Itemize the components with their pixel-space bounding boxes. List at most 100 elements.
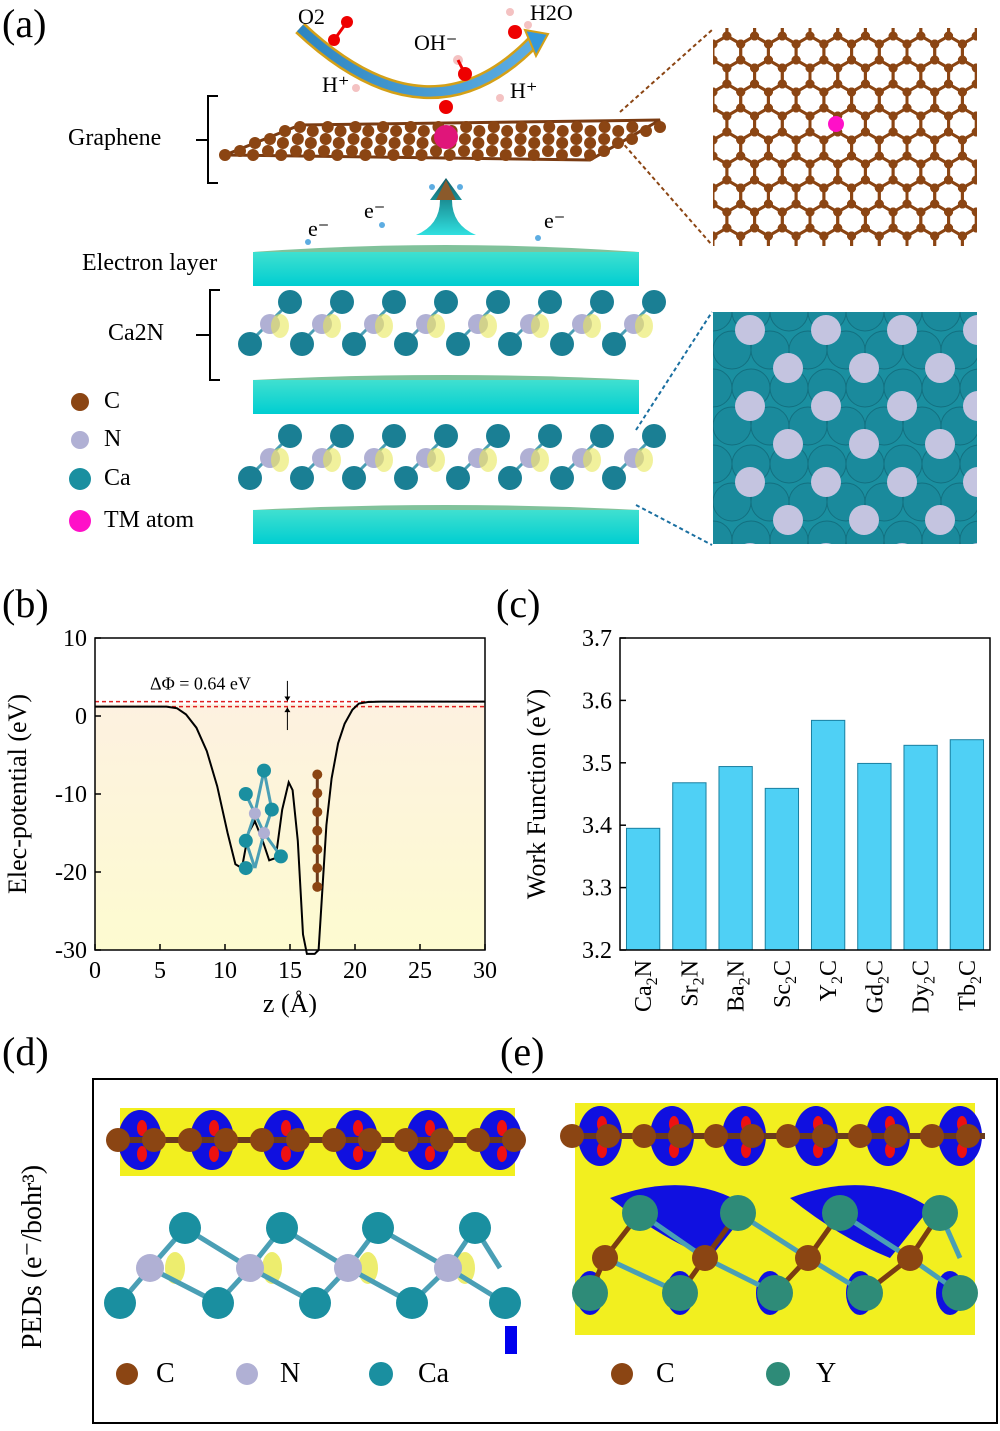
graphene-atom	[584, 137, 597, 149]
bar-sr2n	[672, 782, 707, 951]
electron-arrow-head	[436, 180, 456, 200]
graphene-atom	[247, 149, 260, 161]
panel-de-illustration	[104, 1103, 985, 1386]
graphene-atom	[403, 133, 416, 145]
graphene-atom	[234, 145, 246, 157]
ca2n-layer-top	[238, 290, 666, 356]
graphene-atom	[264, 133, 276, 145]
ca-atom	[382, 424, 406, 448]
graphene-atom	[499, 149, 512, 161]
category-label: Sc2C	[770, 960, 800, 1008]
graphene-atom	[304, 137, 317, 149]
ca-atom	[278, 424, 302, 448]
graphene-atom	[303, 149, 316, 161]
y-tick-label: 3.2	[582, 938, 612, 964]
graphene-atom	[528, 137, 541, 149]
graphene-atom	[275, 149, 288, 161]
graphene-atom	[362, 125, 375, 137]
tm-atom-top-view	[828, 116, 844, 132]
graphene-atom	[360, 137, 373, 149]
graphene-atom	[430, 145, 442, 157]
x-axis-label: z (Å)	[263, 989, 317, 1018]
graphene-atom	[654, 121, 666, 133]
o2-molecule	[328, 16, 353, 46]
h2o-label: H2O	[530, 0, 573, 25]
y-tick-label: 3.5	[582, 751, 612, 777]
graphene-atom	[555, 149, 568, 161]
ca-atom	[642, 424, 666, 448]
graphene-atom	[472, 137, 485, 149]
ca-atom	[446, 332, 470, 356]
panel-b-chart: 0 5 10 15 20 25 30 -30 -20 -10 0 10 ΔΦ = 0.64 eV z …	[3, 626, 497, 1018]
oh-molecule	[453, 55, 472, 81]
x-tick-label: 25	[408, 958, 432, 984]
y-axis-label: Elec-potential (eV)	[3, 694, 32, 894]
graphene-atom	[514, 145, 526, 157]
graphene-atom	[543, 121, 556, 133]
graphene-atom	[276, 137, 289, 149]
graphene-atom	[500, 137, 513, 149]
category-label: Ca2N	[631, 960, 661, 1012]
tm-atom	[434, 125, 458, 149]
graphene-atom	[319, 133, 332, 145]
ca-atom	[394, 332, 418, 356]
legend-d-c-marker	[116, 1363, 138, 1385]
ca-atom	[642, 290, 666, 314]
graphene-atom	[542, 133, 555, 145]
electron-layer-top	[253, 245, 639, 286]
x-tick-label: 30	[473, 958, 497, 984]
graphene-atom	[527, 149, 540, 161]
graphene-atom	[374, 145, 386, 157]
graphene-atom	[598, 121, 611, 133]
graphene-atom	[346, 145, 358, 157]
ca-atom	[238, 332, 262, 356]
bar-gd2c	[857, 762, 892, 951]
ca-atom	[498, 466, 522, 490]
legend-e-y-label: Y	[816, 1358, 837, 1389]
reaction-arrow	[295, 22, 550, 99]
graphene-atom	[417, 125, 430, 137]
y-tick-label: 10	[63, 626, 87, 652]
y-tick-label: -30	[55, 938, 87, 964]
y-axis-label: Work Function (eV)	[522, 689, 551, 899]
oh-label: OH⁻	[414, 30, 458, 55]
graphene-atom	[416, 137, 429, 149]
ca-atom	[602, 332, 626, 356]
graphene-top-view	[713, 28, 977, 246]
legend-tm-marker	[69, 510, 91, 532]
ca-atom	[330, 290, 354, 314]
ca-atom	[602, 466, 626, 490]
bar-tb2c	[949, 739, 985, 951]
category-label: Gd2C	[862, 960, 892, 1013]
category-label: Y2C	[816, 960, 846, 1001]
ca-atom	[590, 290, 614, 314]
ca-atom	[590, 424, 614, 448]
y-tick-label: -10	[55, 782, 87, 808]
x-tick-label: 10	[213, 958, 237, 984]
graphene-atom	[584, 149, 596, 161]
y-tick-label: 3.6	[582, 688, 612, 714]
legend-e-y-marker	[766, 1362, 790, 1386]
graphene-atom	[390, 125, 403, 137]
ped-map-e	[560, 1103, 985, 1335]
graphene-label: Graphene	[68, 125, 162, 151]
y-tick-label: 3.4	[582, 813, 612, 839]
ca-atom	[486, 290, 510, 314]
ca-atom	[434, 290, 458, 314]
plot-frame	[619, 637, 991, 951]
h2o-molecule	[506, 8, 532, 39]
graphene-atom	[584, 125, 597, 137]
graphene-atom	[359, 149, 372, 161]
graphene-atom	[318, 145, 330, 157]
graphene-atom	[375, 133, 388, 145]
legend-e-c-marker	[611, 1363, 633, 1385]
electron-label-3: e⁻	[544, 208, 566, 233]
graphene-atom	[460, 121, 473, 133]
legend-d-ca-label: Ca	[418, 1358, 450, 1389]
graphene-atom	[321, 121, 334, 133]
graphene-atom	[262, 145, 274, 157]
legend-ca-marker	[69, 468, 91, 490]
graphene-atom	[458, 145, 470, 157]
ca-atom	[538, 424, 562, 448]
ped-frame	[92, 1078, 998, 1424]
